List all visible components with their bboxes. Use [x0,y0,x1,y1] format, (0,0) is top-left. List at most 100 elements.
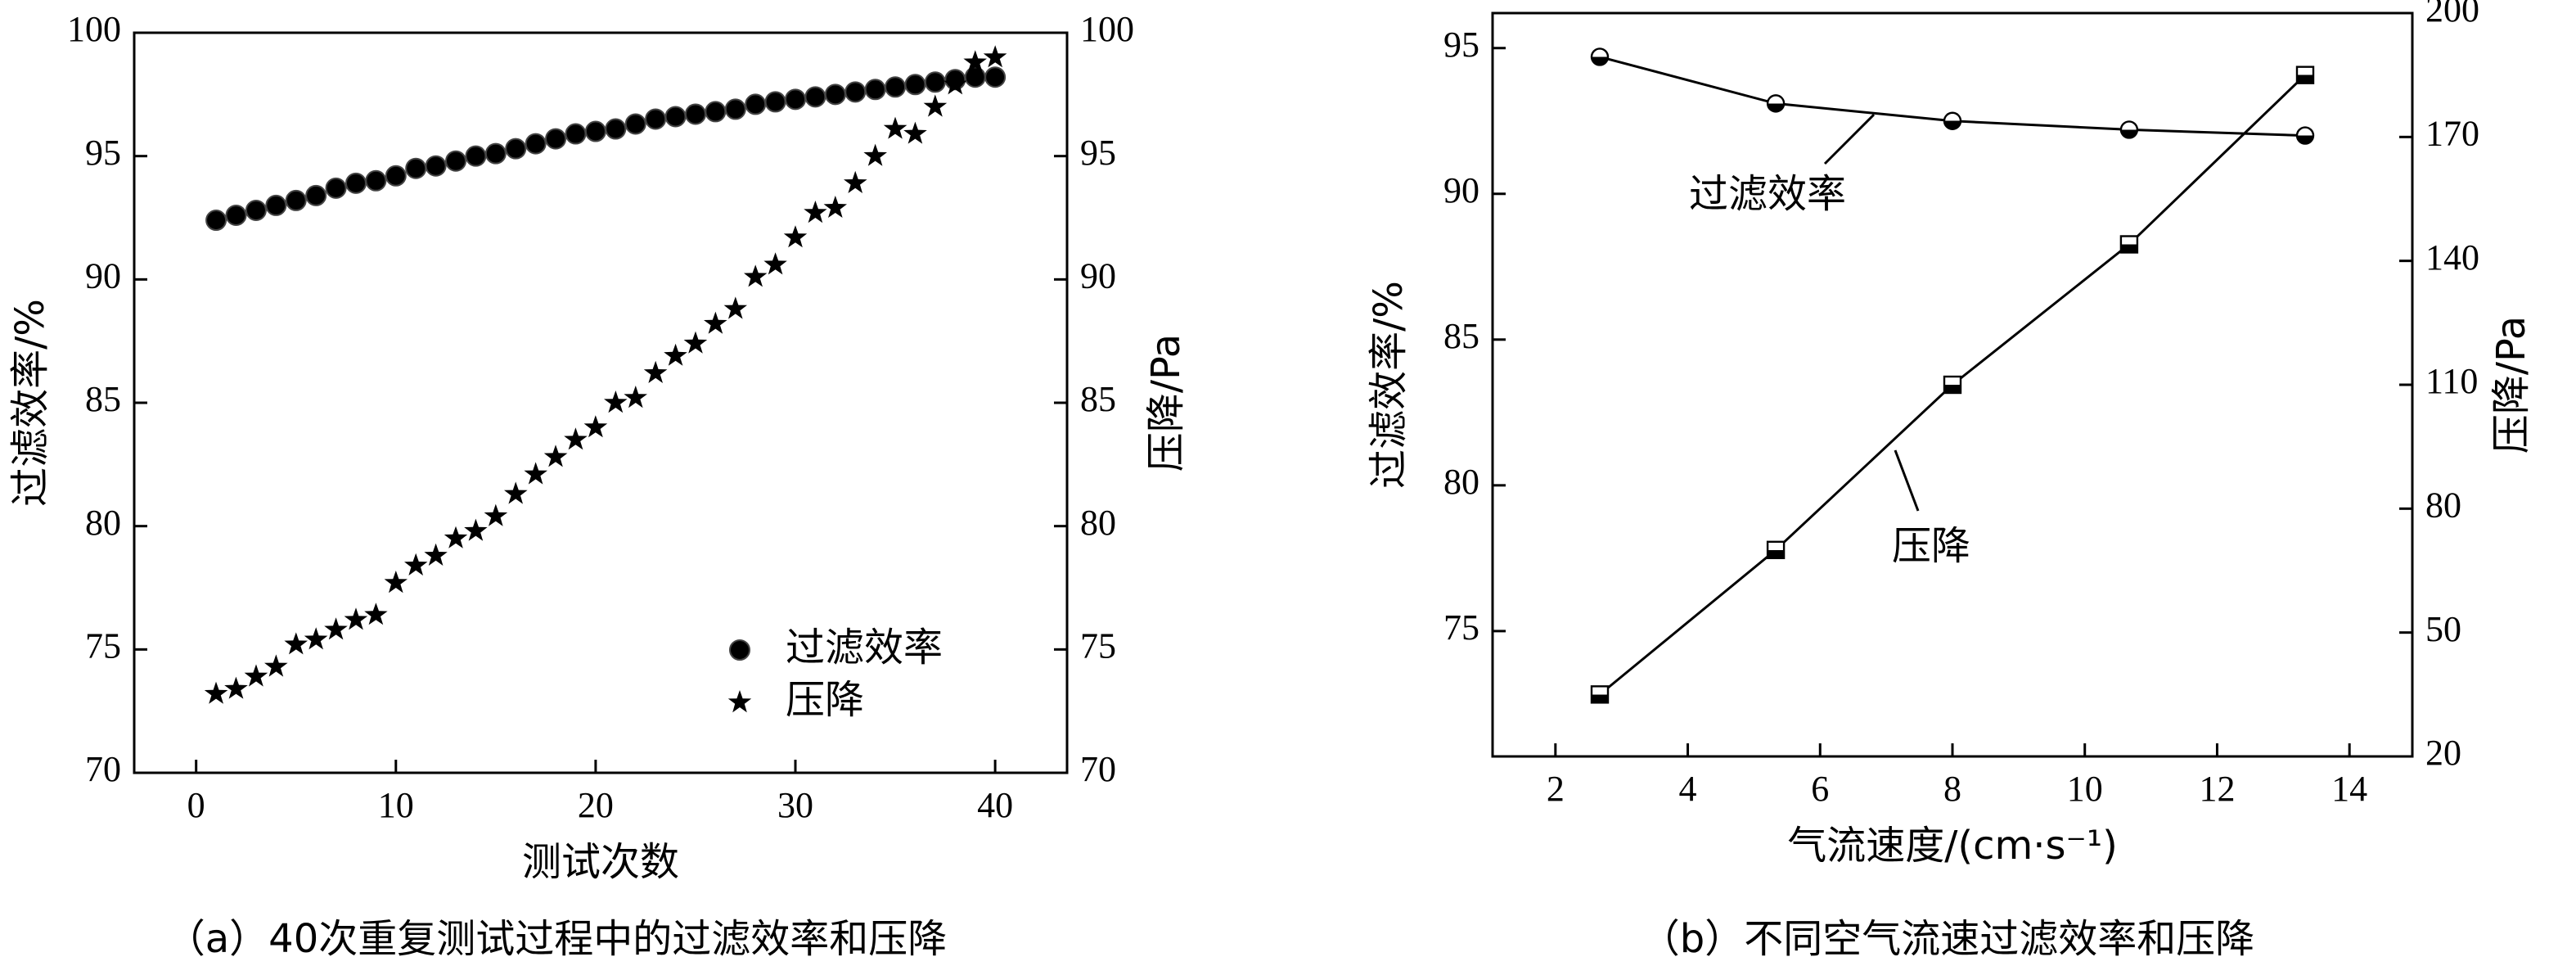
y-tick-label: 85 [1443,316,1479,356]
y2-tick-label: 95 [1080,133,1116,173]
y-tick-label: 90 [1443,170,1479,210]
x-tick-label: 6 [1811,769,1829,809]
marker-star [583,415,608,438]
marker-star [943,72,967,95]
marker-star [304,627,328,650]
marker-circle [465,145,487,167]
x-tick-label: 30 [777,785,813,825]
legend-marker [729,639,750,661]
marker-circle [904,74,926,96]
marker-star [524,462,547,485]
marker-circle [785,88,807,111]
marker-circle [924,71,946,93]
legend-label: 压降 [786,677,864,723]
y2-tick-label: 70 [1080,749,1116,789]
y2-tick-label: 75 [1080,625,1116,666]
marker-square [1766,540,1786,559]
marker-circle [2295,126,2315,145]
y2-tick-label: 110 [2425,361,2478,401]
annotation-leader [1823,113,1876,165]
marker-star [744,264,768,287]
y-tick-label: 95 [85,133,121,173]
caption: （b）不同空气流速过滤效率和压降 [1641,916,2254,962]
marker-circle [305,184,327,206]
marker-star [244,664,268,687]
marker-star [844,170,867,193]
y2-axis-label: 压降/Pa [2488,316,2534,454]
y-axis-label: 过滤效率/% [1366,281,1412,489]
annotation: 过滤效率 [1689,171,1846,217]
marker-circle [525,133,547,155]
marker-star [664,343,687,366]
y2-tick-label: 90 [1080,255,1116,296]
marker-star [404,553,428,576]
marker-star [723,296,747,319]
y-axis-label: 过滤效率/% [7,299,53,507]
y2-tick-label: 20 [2425,733,2461,773]
annotation-leader [1894,449,1920,512]
marker-star [783,225,808,248]
marker-circle [545,128,567,150]
annotation: 压降 [1892,523,1970,569]
marker-star [704,311,727,334]
y2-tick-label: 85 [1080,379,1116,419]
y2-tick-label: 170 [2425,113,2479,153]
marker-star [384,571,408,594]
marker-star [624,386,647,409]
x-tick-label: 4 [1679,769,1697,809]
marker-circle [205,210,227,232]
x-axis-label: 气流速度/(cm·s⁻¹) [1787,823,2118,869]
x-axis-label: 测试次数 [522,839,679,885]
marker-square [2295,65,2315,84]
x-tick-label: 8 [1943,769,1961,809]
marker-star [204,681,228,704]
x-tick-label: 14 [2331,769,2367,809]
marker-circle [285,189,307,211]
marker-star [604,390,628,413]
marker-circle [385,165,407,187]
marker-circle [844,81,867,103]
marker-star [823,196,847,218]
marker-circle [584,120,606,142]
y-tick-label: 80 [85,503,121,543]
marker-star [324,617,348,640]
marker-circle [705,101,727,123]
legend-marker [727,690,752,713]
marker-square [2119,235,2139,254]
y-tick-label: 85 [85,379,121,419]
y2-tick-label: 80 [1080,503,1116,543]
marker-circle [824,84,846,106]
marker-circle [664,106,687,128]
marker-circle [1590,47,1610,66]
y2-axis-label: 压降/Pa [1143,334,1189,472]
marker-star [264,654,288,677]
marker-star [344,607,368,630]
marker-star [923,94,948,117]
x-tick-label: 20 [578,785,614,825]
y2-tick-label: 50 [2425,609,2461,649]
x-tick-label: 10 [378,785,414,825]
marker-star [444,526,468,548]
marker-star [963,50,987,73]
marker-circle [245,199,267,221]
x-tick-label: 0 [187,785,205,825]
y-tick-label: 75 [1443,607,1479,648]
marker-circle [425,155,447,177]
y-tick-label: 90 [85,255,121,296]
marker-star [683,331,708,354]
marker-star [863,143,887,166]
marker-circle [764,91,786,113]
marker-circle [984,66,1007,88]
y-tick-label: 95 [1443,25,1479,65]
marker-circle [405,157,427,179]
y-tick-label: 80 [1443,462,1479,502]
y2-tick-label: 200 [2425,0,2479,29]
marker-circle [505,138,527,160]
marker-circle [605,118,627,140]
x-tick-label: 40 [977,785,1013,825]
marker-circle [684,103,706,125]
marker-star [564,427,588,450]
y2-tick-label: 100 [1080,9,1134,49]
marker-star [763,252,787,275]
